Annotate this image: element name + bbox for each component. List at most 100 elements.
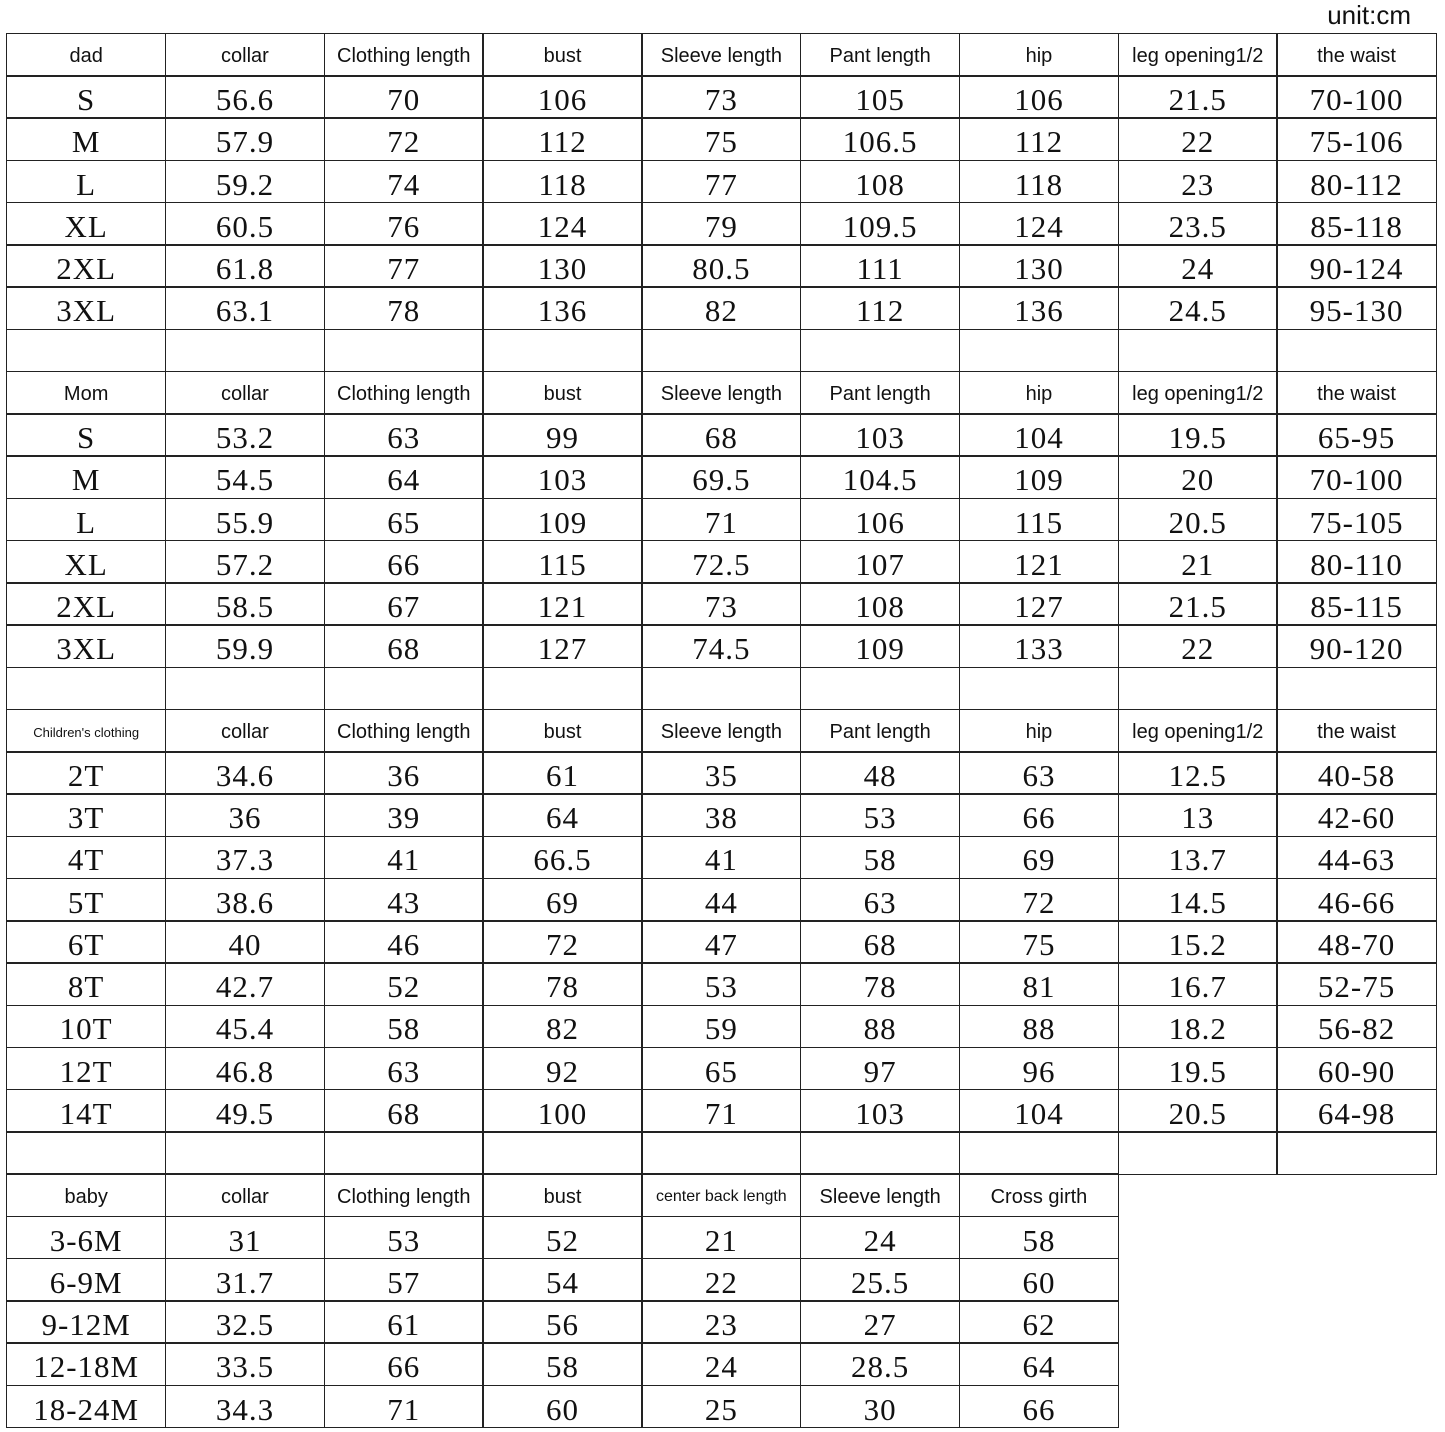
data-cell: 105 (800, 75, 961, 119)
empty-cell (482, 328, 643, 373)
data-cell: 20.5 (1117, 1089, 1278, 1133)
data-cell: 19.5 (1117, 413, 1278, 457)
unit-label: unit:cm (1327, 0, 1411, 30)
empty-cell (1276, 328, 1437, 373)
data-cell: 66 (323, 539, 484, 584)
data-cell: 109 (800, 624, 961, 669)
empty-cell (958, 666, 1120, 711)
data-cell: 69 (958, 835, 1120, 880)
data-cell: 44 (641, 877, 802, 922)
empty-cell (323, 666, 484, 711)
header-cell: Clothing length (323, 1173, 484, 1218)
empty-cell (958, 328, 1120, 373)
data-cell: 72.5 (641, 539, 802, 584)
data-cell: 92 (482, 1046, 643, 1091)
data-cell: 9-12M (6, 1300, 167, 1344)
data-cell: 106.5 (800, 117, 961, 162)
data-cell: 64 (958, 1342, 1120, 1387)
data-cell: 85-118 (1276, 201, 1437, 246)
data-cell: 58 (958, 1215, 1120, 1260)
data-cell: 21.5 (1117, 582, 1278, 626)
data-cell: 47 (641, 920, 802, 964)
data-cell: 60-90 (1276, 1046, 1437, 1091)
empty-cell (6, 328, 167, 373)
data-cell: 42-60 (1276, 793, 1437, 838)
data-cell: 33.5 (164, 1342, 326, 1387)
data-cell: 53 (641, 962, 802, 1006)
data-cell: 23 (1117, 159, 1278, 204)
data-cell: 12.5 (1117, 751, 1278, 795)
data-cell: 85-115 (1276, 582, 1437, 626)
data-cell: 56.6 (164, 75, 326, 119)
data-cell: 21.5 (1117, 75, 1278, 119)
data-cell: 59.9 (164, 624, 326, 669)
header-cell: Cross girth (958, 1173, 1120, 1218)
data-cell: 58 (323, 1004, 484, 1049)
data-cell: 13.7 (1117, 835, 1278, 880)
data-cell: 24 (641, 1342, 802, 1387)
data-cell: 59 (641, 1004, 802, 1049)
data-cell: 6T (6, 920, 167, 964)
data-cell: 8T (6, 962, 167, 1006)
data-cell: 25.5 (800, 1257, 961, 1302)
empty-cell (164, 666, 326, 711)
data-cell: 48-70 (1276, 920, 1437, 964)
empty-cell (6, 1131, 167, 1175)
data-cell: 12T (6, 1046, 167, 1091)
data-cell: 127 (958, 582, 1120, 626)
data-cell: 3XL (6, 286, 167, 331)
data-cell: 56 (482, 1300, 643, 1344)
data-cell: 112 (482, 117, 643, 162)
data-cell: 130 (482, 244, 643, 288)
empty-cell (482, 666, 643, 711)
header-cell: Mom (6, 370, 167, 415)
data-cell: 60.5 (164, 201, 326, 246)
data-cell: 80.5 (641, 244, 802, 288)
header-cell: collar (164, 1173, 326, 1218)
data-cell: 80-112 (1276, 159, 1437, 204)
data-cell: 34.3 (164, 1384, 326, 1429)
data-cell: 5T (6, 877, 167, 922)
data-cell: 106 (482, 75, 643, 119)
data-cell: 57.9 (164, 117, 326, 162)
data-cell: 133 (958, 624, 1120, 669)
empty-cell (1117, 666, 1278, 711)
data-cell: 10T (6, 1004, 167, 1049)
data-cell: 72 (482, 920, 643, 964)
data-cell: 2XL (6, 582, 167, 626)
data-cell: 23.5 (1117, 201, 1278, 246)
data-cell: 77 (641, 159, 802, 204)
data-cell: 90-124 (1276, 244, 1437, 288)
header-cell: collar (164, 33, 326, 77)
data-cell: 112 (958, 117, 1120, 162)
data-cell: M (6, 117, 167, 162)
data-cell: 46.8 (164, 1046, 326, 1091)
data-cell: 67 (323, 582, 484, 626)
data-cell: 72 (958, 877, 1120, 922)
data-cell: 71 (641, 497, 802, 542)
data-cell: 78 (323, 286, 484, 331)
data-cell: 53 (800, 793, 961, 838)
data-cell: 71 (641, 1089, 802, 1133)
data-cell: 55.9 (164, 497, 326, 542)
data-cell: 82 (641, 286, 802, 331)
data-cell: 22 (641, 1257, 802, 1302)
data-cell: 36 (323, 751, 484, 795)
empty-cell (323, 1131, 484, 1175)
data-cell: 127 (482, 624, 643, 669)
data-cell: 37.3 (164, 835, 326, 880)
data-cell: 6-9M (6, 1257, 167, 1302)
header-cell: bust (482, 370, 643, 415)
data-cell: 69 (482, 877, 643, 922)
data-cell: 75 (641, 117, 802, 162)
header-cell: collar (164, 708, 326, 753)
data-cell: 20.5 (1117, 497, 1278, 542)
data-cell: 57 (323, 1257, 484, 1302)
data-cell: 64 (482, 793, 643, 838)
empty-cell (1117, 328, 1278, 373)
data-cell: 73 (641, 582, 802, 626)
data-cell: 46 (323, 920, 484, 964)
data-cell: 121 (958, 539, 1120, 584)
data-cell: 61.8 (164, 244, 326, 288)
data-cell: 130 (958, 244, 1120, 288)
